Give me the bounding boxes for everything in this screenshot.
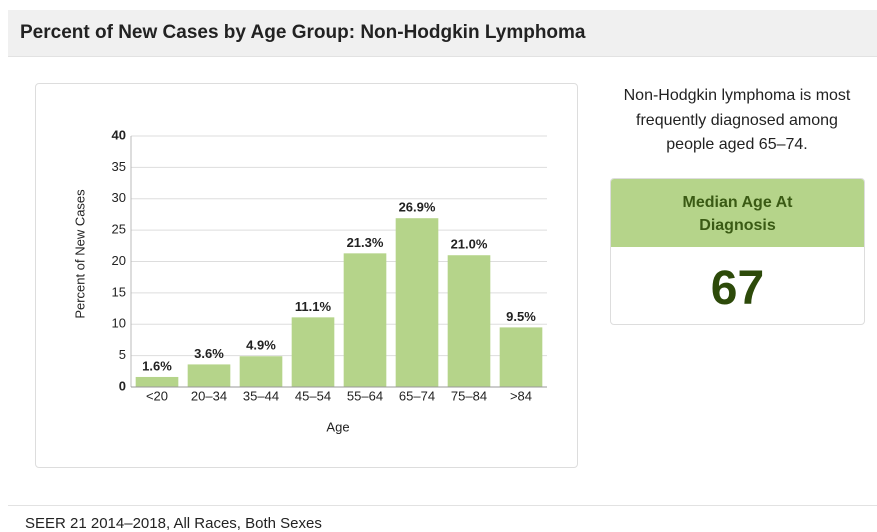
chart-card: Percent of New Cases Age 0 5 10 15 20 25 30 35 4…: [35, 83, 578, 468]
bar: [135, 376, 179, 387]
data-label: 21.3%: [347, 235, 384, 250]
median-value: 67: [710, 262, 765, 315]
bar: [343, 253, 387, 387]
y-axis-label: Percent of New Cases: [72, 189, 87, 319]
y-tick-label: 25: [112, 222, 126, 237]
x-tick-label: 55–64: [347, 388, 383, 403]
data-label: 9.5%: [506, 309, 536, 324]
data-label: 3.6%: [194, 346, 224, 361]
header-title: Percent of New Cases by Age Group: Non-H…: [20, 22, 586, 43]
x-tick-label: 45–54: [295, 388, 331, 403]
summary-text: Non-Hodgkin lymphoma is most frequently …: [623, 87, 851, 153]
y-tick-label: 30: [112, 190, 126, 205]
median-title: Median Age At Diagnosis: [682, 194, 793, 234]
y-tick-label: 20: [112, 253, 126, 268]
x-tick-label: >84: [510, 388, 532, 403]
bar: [395, 218, 439, 387]
x-tick-label: 65–74: [399, 388, 435, 403]
data-label: 11.1%: [295, 299, 332, 314]
data-label: 4.9%: [246, 338, 276, 353]
bar: [291, 317, 335, 387]
bar: [447, 255, 491, 387]
median-box: Median Age At Diagnosis 67: [610, 178, 865, 325]
bar: [499, 327, 543, 387]
chart: Percent of New Cases Age 0 5 10 15 20 25 30 35 4…: [72, 127, 547, 434]
y-tick-label: 35: [112, 159, 126, 174]
y-tick-label: 15: [112, 284, 126, 299]
footer-text: SEER 21 2014–2018, All Races, Both Sexes: [25, 515, 322, 532]
data-label: 26.9%: [399, 200, 436, 215]
footer-divider: [8, 505, 877, 506]
y-tick-label: 10: [112, 316, 126, 331]
header-bar: Percent of New Cases by Age Group: Non-H…: [8, 10, 877, 57]
x-tick-label: <20: [146, 388, 168, 403]
x-axis-label: Age: [326, 419, 349, 434]
bar: [239, 356, 283, 387]
y-tick-label: 0: [119, 378, 126, 393]
data-label: 21.0%: [451, 237, 488, 252]
median-header: Median Age At Diagnosis: [611, 179, 864, 247]
x-tick-label: 75–84: [451, 388, 487, 403]
x-tick-label: 20–34: [191, 388, 227, 403]
x-tick-label: 35–44: [243, 388, 279, 403]
bar: [187, 364, 231, 387]
y-tick-label: 40: [112, 127, 126, 142]
y-tick-label: 5: [119, 347, 126, 362]
data-label: 1.6%: [142, 358, 172, 373]
